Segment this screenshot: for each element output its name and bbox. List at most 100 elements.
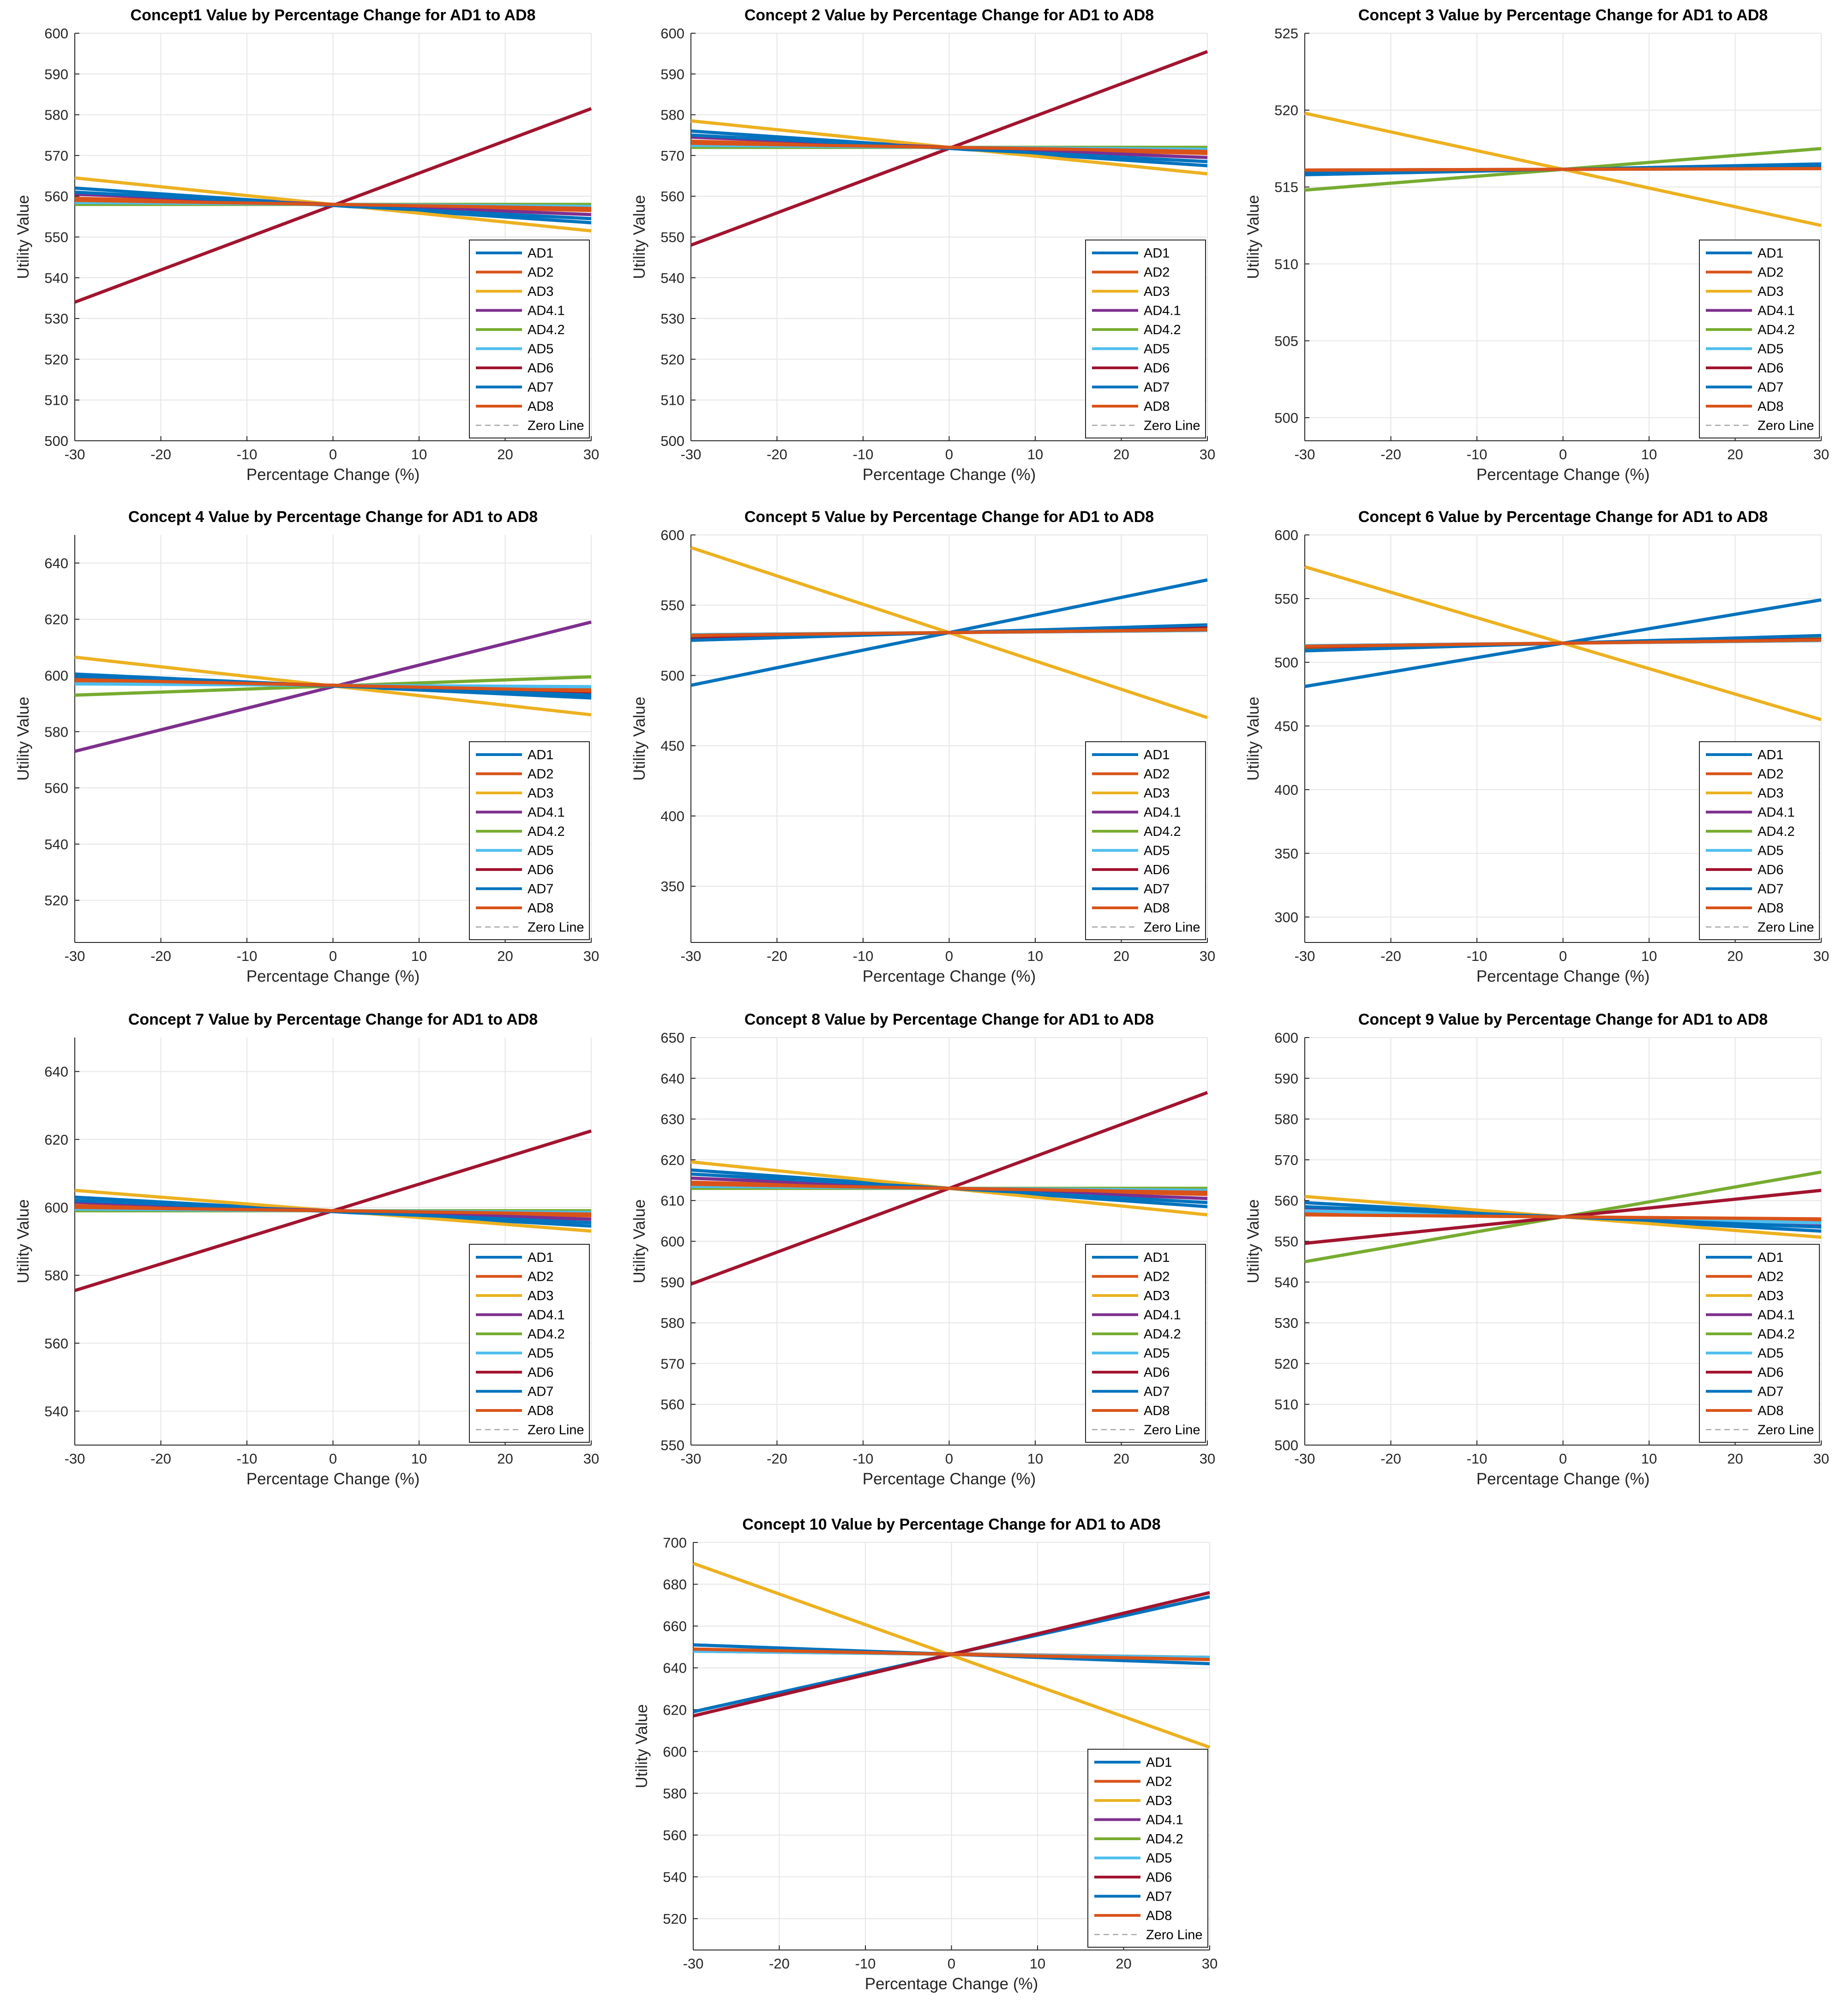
legend: AD1 AD2 AD3 AD4.1 AD4.2 AD5 AD6 AD7 AD8 Zero Line	[1699, 1244, 1820, 1443]
x-tick-label: 20	[1116, 1956, 1131, 1972]
chart-title: Concept 7 Value by Percentage Change for…	[128, 1011, 538, 1028]
y-tick-label: 600	[660, 527, 684, 543]
y-tick-label: 530	[1274, 1315, 1298, 1331]
x-tick-label: -30	[681, 1451, 702, 1467]
y-tick-label: 515	[1274, 179, 1298, 195]
y-tick-label: 620	[660, 1152, 684, 1168]
legend-label: AD6	[1144, 361, 1170, 376]
legend-label: AD4.2	[1144, 824, 1181, 839]
legend-label: AD1	[1758, 246, 1783, 261]
legend-label: Zero Line	[528, 920, 584, 935]
y-tick-label: 530	[44, 311, 68, 327]
y-tick-label: 590	[660, 66, 684, 82]
x-tick-label: -10	[853, 948, 874, 964]
y-tick-label: 400	[1274, 782, 1298, 798]
x-tick-label: 20	[1113, 1451, 1129, 1467]
x-axis-label: Percentage Change (%)	[863, 1470, 1036, 1488]
legend-label: AD7	[1146, 1890, 1172, 1904]
legend-label: AD1	[1144, 246, 1170, 261]
legend-label: Zero Line	[1146, 1928, 1203, 1943]
legend-label: AD6	[528, 863, 553, 877]
x-tick-label: 20	[1113, 446, 1129, 462]
y-tick-label: 520	[660, 351, 684, 367]
legend: AD1 AD2 AD3 AD4.1 AD4.2 AD5 AD6 AD7 AD8 Zero Line	[1087, 1749, 1208, 1948]
legend-label: AD2	[528, 265, 553, 280]
series-line-ad8	[74, 198, 592, 210]
legend-label: AD4.1	[1758, 304, 1795, 318]
x-tick-label: -20	[150, 1451, 171, 1467]
x-tick-label: -20	[1380, 948, 1401, 964]
legend-label: AD7	[1758, 380, 1783, 395]
legend-label: AD5	[1144, 1346, 1170, 1361]
y-tick-label: 570	[660, 1356, 684, 1372]
y-tick-label: 600	[44, 25, 68, 42]
x-tick-label: 10	[1641, 446, 1657, 462]
series-line-ad8	[74, 678, 592, 693]
y-tick-label: 580	[44, 107, 68, 123]
y-axis-label: Utility Value	[1244, 696, 1262, 780]
y-tick-label: 400	[660, 808, 684, 824]
x-tick-label: 10	[1030, 1956, 1045, 1972]
legend-label: AD8	[1758, 1404, 1783, 1418]
chart-title: Concept 9 Value by Percentage Change for…	[1358, 1011, 1768, 1028]
x-tick-label: -10	[1467, 948, 1488, 964]
y-tick-label: 450	[660, 738, 684, 754]
x-tick-label: -10	[1467, 1451, 1488, 1467]
legend-label: AD4.2	[528, 824, 565, 839]
y-tick-label: 500	[44, 433, 68, 449]
y-tick-label: 700	[663, 1535, 687, 1551]
y-tick-label: 570	[1274, 1152, 1298, 1168]
x-tick-label: 30	[583, 948, 599, 964]
legend-label: AD4.1	[528, 1308, 565, 1323]
chart-title: Concept 2 Value by Percentage Change for…	[744, 6, 1154, 24]
y-tick-label: 600	[44, 667, 68, 684]
chart-panel-6: -30 -20 -10 0 10 20 30 300 350 400 450 500 550 600 Con…	[1244, 508, 1829, 985]
legend-label: Zero Line	[1758, 1423, 1814, 1438]
x-tick-label: -30	[65, 446, 85, 462]
legend-label: AD4.2	[1146, 1832, 1183, 1847]
y-tick-label: 580	[660, 1315, 684, 1331]
y-tick-label: 600	[44, 1200, 68, 1216]
x-tick-label: 30	[1813, 948, 1829, 964]
legend-label: AD6	[528, 1365, 553, 1380]
x-tick-label: -20	[767, 446, 787, 462]
x-tick-label: 10	[411, 948, 427, 964]
x-tick-label: -20	[150, 948, 171, 964]
chart-title: Concept 8 Value by Percentage Change for…	[744, 1011, 1154, 1028]
x-tick-label: 0	[945, 446, 953, 462]
y-tick-label: 600	[1274, 1030, 1298, 1046]
legend-label: AD4.2	[1758, 323, 1795, 337]
legend-label: AD7	[1144, 882, 1170, 897]
legend-label: AD2	[1758, 767, 1783, 782]
chart-panel-2: -30 -20 -10 0 10 20 30 500 510 520 530 540 550 560 570…	[630, 6, 1215, 484]
chart-panel-5: -30 -20 -10 0 10 20 30 350 400 450 500 550 600 Concep…	[630, 508, 1215, 985]
legend-label: AD5	[1758, 1346, 1783, 1361]
y-tick-label: 560	[1274, 1193, 1298, 1209]
y-tick-label: 510	[1274, 1397, 1298, 1413]
x-axis-label: Percentage Change (%)	[863, 466, 1036, 484]
legend-label: AD8	[1144, 399, 1170, 414]
legend-label: AD6	[1144, 863, 1170, 877]
legend-label: AD5	[528, 844, 553, 858]
x-tick-label: 20	[497, 1451, 513, 1467]
x-axis-label: Percentage Change (%)	[863, 967, 1036, 985]
legend-label: AD1	[1758, 1250, 1783, 1265]
legend-label: AD3	[1758, 1289, 1783, 1303]
legend-label: AD4.2	[1758, 824, 1795, 839]
legend-label: AD4.2	[1144, 1327, 1181, 1342]
x-tick-label: -10	[855, 1956, 876, 1972]
y-tick-label: 610	[660, 1193, 684, 1209]
y-tick-label: 570	[44, 148, 68, 164]
legend-label: Zero Line	[528, 419, 584, 433]
series-line-ad8	[690, 628, 1208, 637]
x-tick-label: 30	[1200, 446, 1215, 462]
legend-label: Zero Line	[528, 1423, 584, 1438]
y-tick-label: 520	[44, 351, 68, 367]
x-tick-label: -10	[237, 446, 258, 462]
x-tick-label: -10	[853, 1451, 874, 1467]
legend-label: AD8	[528, 901, 553, 916]
y-axis-label: Utility Value	[630, 696, 648, 780]
chart-panel-10: -30 -20 -10 0 10 20 30 520 540 560 580 600 620 640 660…	[633, 1516, 1218, 1993]
x-tick-label: 10	[411, 1451, 427, 1467]
